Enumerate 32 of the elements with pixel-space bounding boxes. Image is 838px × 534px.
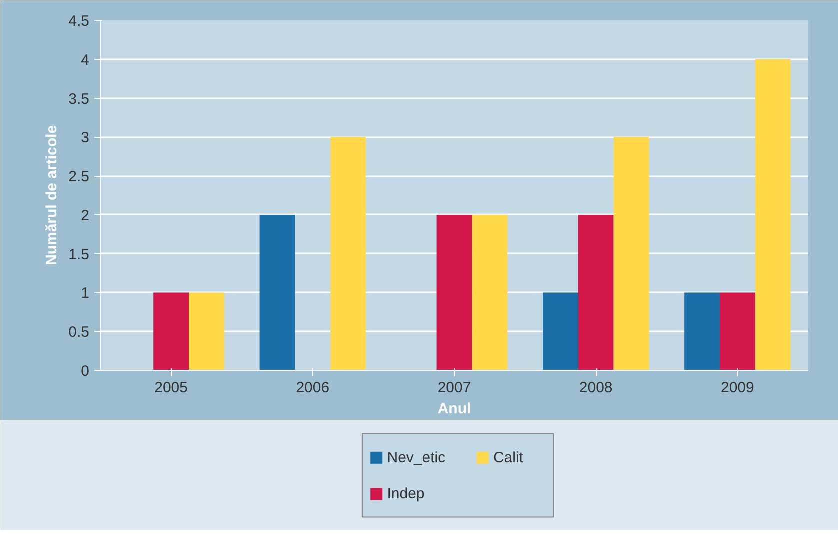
- bar: [330, 137, 366, 370]
- y-tick-label: 2.5: [68, 168, 90, 186]
- bar: [260, 214, 296, 370]
- bar: [578, 214, 614, 370]
- bar: [154, 292, 189, 370]
- bar: [472, 214, 508, 370]
- x-axis-title: Anul: [438, 400, 472, 418]
- bar: [436, 214, 472, 370]
- legend-label: Nev_etic: [387, 449, 446, 466]
- legend-label: Indep: [387, 486, 425, 503]
- y-tick-label: 2: [81, 207, 90, 224]
- bar: [614, 137, 650, 370]
- x-tick-label: 2007: [438, 380, 472, 396]
- y-axis-title: Numărul de articole: [44, 125, 61, 266]
- y-tick-label: 4.5: [68, 13, 90, 30]
- y-tick-label: 3: [81, 130, 90, 147]
- bar: [684, 292, 720, 370]
- y-tick-label: 1: [81, 285, 90, 302]
- bar: [189, 292, 224, 370]
- bar: [755, 59, 791, 370]
- y-tick-label: 4: [81, 52, 90, 69]
- x-tick-label: 2009: [721, 380, 754, 396]
- y-tick-label: 1.5: [68, 246, 90, 264]
- x-tick-label: 2006: [296, 380, 330, 396]
- bar: [543, 292, 578, 370]
- legend-label: Calit: [493, 449, 524, 466]
- x-tick-label: 2008: [579, 380, 613, 396]
- y-tick-label: 3.5: [68, 90, 90, 108]
- y-tick-label: 0.5: [68, 324, 90, 342]
- y-tick-label: 0: [81, 363, 90, 380]
- x-tick-label: 2005: [154, 380, 188, 396]
- bar: [720, 292, 756, 370]
